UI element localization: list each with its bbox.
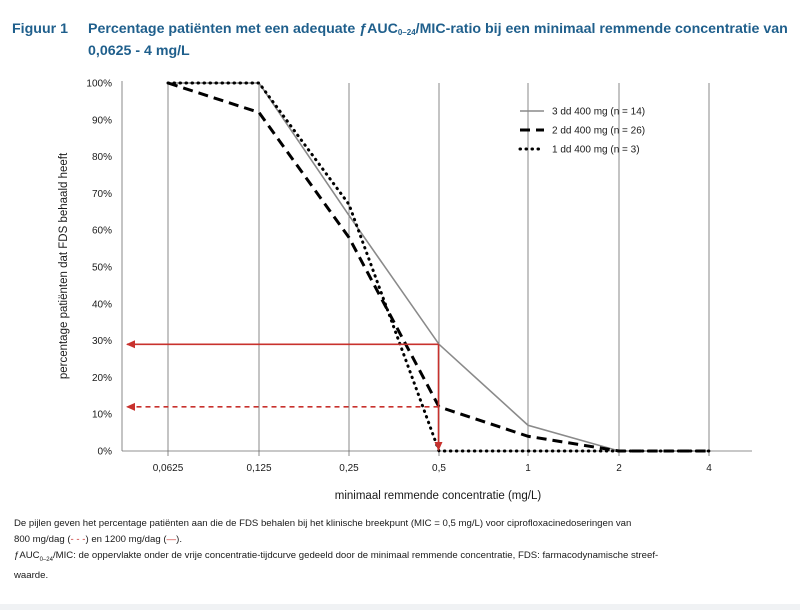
y-tick-label: 60% xyxy=(92,226,112,237)
data-point xyxy=(526,434,530,438)
data-point xyxy=(257,110,261,114)
caption-line-3: ƒAUC0–24/MIC: de oppervlakte onder de vr… xyxy=(14,548,790,568)
legend-label: 1 dd 400 mg (n = 3) xyxy=(552,145,640,156)
data-point xyxy=(166,81,170,85)
figure-title: Percentage patiënten met een adequate ƒA… xyxy=(88,20,792,60)
x-tick-label: 0,125 xyxy=(246,463,271,474)
legend: 3 dd 400 mg (n = 14) 2 dd 400 mg (n = 26)… xyxy=(518,107,645,156)
y-tick-label: 30% xyxy=(92,336,112,347)
x-tick-label: 4 xyxy=(706,463,712,474)
grid-layer xyxy=(167,83,710,451)
caption-line-3-subscript: 0–24 xyxy=(39,556,53,563)
data-point xyxy=(257,81,261,85)
y-tick-label: 40% xyxy=(92,299,112,310)
data-point xyxy=(347,213,351,217)
figure-label: Figuur 1 xyxy=(12,21,68,37)
caption-line-2-c: ). xyxy=(176,534,183,545)
data-point xyxy=(347,202,351,206)
y-tick-label: 80% xyxy=(92,152,112,163)
series-line-dotted xyxy=(166,81,711,453)
solid-line-key: — xyxy=(166,534,177,545)
figure-header: Figuur 1 Percentage patiënten met een ad… xyxy=(12,20,792,60)
legend-label: 3 dd 400 mg (n = 14) xyxy=(552,107,645,118)
x-tick-label: 0,0625 xyxy=(153,463,184,474)
y-tick-label: 20% xyxy=(92,373,112,384)
data-point xyxy=(347,236,351,240)
legend-label: 2 dd 400 mg (n = 26) xyxy=(552,126,645,137)
caption-line-3-a: ƒAUC xyxy=(14,550,40,561)
x-tick-label: 2 xyxy=(616,463,622,474)
caption-line-2-b: ) en 1200 mg/dag ( xyxy=(85,534,167,545)
data-point xyxy=(526,423,530,427)
caption-line-2-a: 800 mg/dag ( xyxy=(14,534,71,545)
figure-title-subscript: 0–24 xyxy=(397,28,416,37)
y-tick-label: 10% xyxy=(92,410,112,421)
caption-line-2: 800 mg/dag (- - -) en 1200 mg/dag (—). xyxy=(14,532,790,548)
caption-line-1: De pijlen geven het percentage patiënten… xyxy=(14,518,632,529)
annotation-layer xyxy=(126,340,443,451)
y-tick-label: 50% xyxy=(92,263,112,274)
figure-title-text: Percentage patiënten met een adequate ƒA… xyxy=(88,21,398,37)
caption-line-4: waarde. xyxy=(14,569,49,581)
x-axis-title: minimaal remmende concentratie (mg/L) xyxy=(335,490,542,502)
line-chart: 0% 10% 20% 30% 40% 50% 60% 70% 80% 90% 100% 0,0625 0… xyxy=(58,79,752,502)
figure-title-text-rest: /MIC-ratio bij een minimaal remmende con… xyxy=(88,21,788,59)
dashed-line-key: - - - xyxy=(70,534,86,545)
y-tick-label: 0% xyxy=(98,447,113,458)
caption-line-3-b: /MIC: de oppervlakte onder de vrije conc… xyxy=(52,550,659,561)
y-axis-title: percentage patiënten dat FDS behaald hee… xyxy=(58,152,70,379)
data-point xyxy=(617,449,621,453)
axes-layer: 0% 10% 20% 30% 40% 50% 60% 70% 80% 90% 100% 0,0625 0… xyxy=(86,79,752,474)
y-tick-label: 70% xyxy=(92,189,112,200)
bottom-rule xyxy=(0,604,800,610)
caption: De pijlen geven het percentage patiënten… xyxy=(14,516,790,584)
y-tick-label: 100% xyxy=(86,79,112,90)
x-tick-label: 0,5 xyxy=(432,463,446,474)
y-tick-label: 90% xyxy=(92,115,112,126)
x-tick-label: 0,25 xyxy=(339,463,359,474)
data-point xyxy=(707,449,711,453)
data-point xyxy=(526,449,530,453)
x-tick-label: 1 xyxy=(525,463,531,474)
